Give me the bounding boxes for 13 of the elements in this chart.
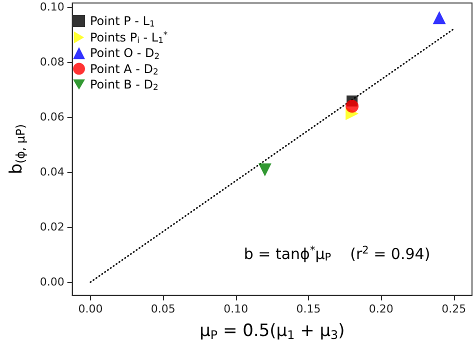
y-tick-label: 0.10: [40, 0, 64, 14]
y-tick-label: 0.06: [40, 110, 64, 124]
y-tick-label: 0.04: [40, 166, 64, 179]
y-tick-label: 0.08: [40, 55, 64, 68]
x-tick-label: 0.10: [224, 302, 248, 316]
x-tick-label: 0.15: [296, 302, 321, 316]
x-tick-label: 0.00: [78, 302, 103, 316]
x-tick-label: 0.20: [368, 302, 394, 316]
y-tick-label: 0.02: [40, 220, 64, 234]
x-tick-label: 0.05: [150, 302, 176, 316]
y-tick-label: 0.00: [40, 276, 64, 289]
y-axis-title: b(ϕ, μP): [6, 124, 28, 174]
x-tick-label: 0.25: [442, 302, 466, 316]
